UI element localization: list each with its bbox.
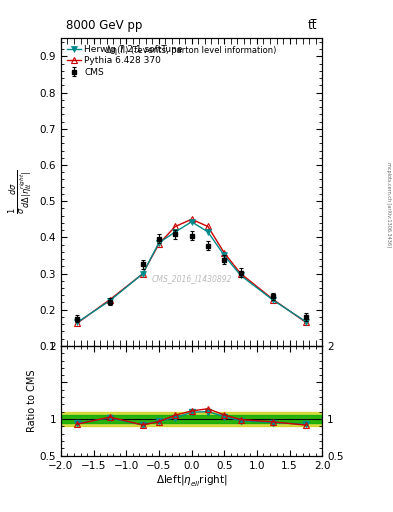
Text: tt̅: tt̅ <box>308 19 317 32</box>
Text: Δη(ll) (t̅̅events, parton level information): Δη(ll) (t̅̅events, parton level informat… <box>107 46 277 55</box>
Y-axis label: Ratio to CMS: Ratio to CMS <box>27 370 37 432</box>
Y-axis label: $\frac{1}{\sigma}\frac{d\sigma}{d\Delta|\eta_{\ell\ell}^{right}|}$: $\frac{1}{\sigma}\frac{d\sigma}{d\Delta|… <box>7 170 34 215</box>
Text: 8000 GeV pp: 8000 GeV pp <box>66 19 143 32</box>
Pythia 6.428 370 <box>75 320 80 326</box>
Herwig 7.2.1 softTune <box>156 240 161 246</box>
Pythia 6.428 370 <box>189 216 194 222</box>
Pythia 6.428 370 <box>222 250 227 256</box>
X-axis label: $\Delta$left$|\eta_{ell}^{\ \ }$right$|$: $\Delta$left$|\eta_{ell}^{\ \ }$right$|$ <box>156 473 228 488</box>
Herwig 7.2.1 softTune <box>222 252 227 259</box>
Herwig 7.2.1 softTune <box>108 297 112 304</box>
Bar <box>61 412 322 426</box>
Pythia 6.428 370 <box>108 296 112 303</box>
Pythia 6.428 370 <box>206 223 210 229</box>
Pythia 6.428 370 <box>303 319 308 326</box>
Pythia 6.428 370 <box>156 241 161 247</box>
Pythia 6.428 370 <box>173 223 178 229</box>
Text: CMS_2016_I1430892: CMS_2016_I1430892 <box>151 274 232 283</box>
Text: mcplots.cern.ch [arXiv:1306.3436]: mcplots.cern.ch [arXiv:1306.3436] <box>386 162 391 247</box>
Herwig 7.2.1 softTune <box>75 319 80 326</box>
Legend: Herwig 7.2.1 softTune, Pythia 6.428 370, CMS: Herwig 7.2.1 softTune, Pythia 6.428 370,… <box>65 43 185 79</box>
Bar <box>61 415 322 423</box>
Pythia 6.428 370 <box>238 270 243 276</box>
Herwig 7.2.1 softTune <box>238 272 243 279</box>
Herwig 7.2.1 softTune <box>206 229 210 235</box>
Herwig 7.2.1 softTune <box>173 229 178 235</box>
Herwig 7.2.1 softTune <box>303 318 308 325</box>
Herwig 7.2.1 softTune <box>140 271 145 277</box>
Herwig 7.2.1 softTune <box>271 297 275 304</box>
Line: Pythia 6.428 370: Pythia 6.428 370 <box>74 216 309 326</box>
Pythia 6.428 370 <box>140 271 145 277</box>
Pythia 6.428 370 <box>271 296 275 303</box>
Line: Herwig 7.2.1 softTune: Herwig 7.2.1 softTune <box>74 219 309 326</box>
Herwig 7.2.1 softTune <box>189 219 194 225</box>
